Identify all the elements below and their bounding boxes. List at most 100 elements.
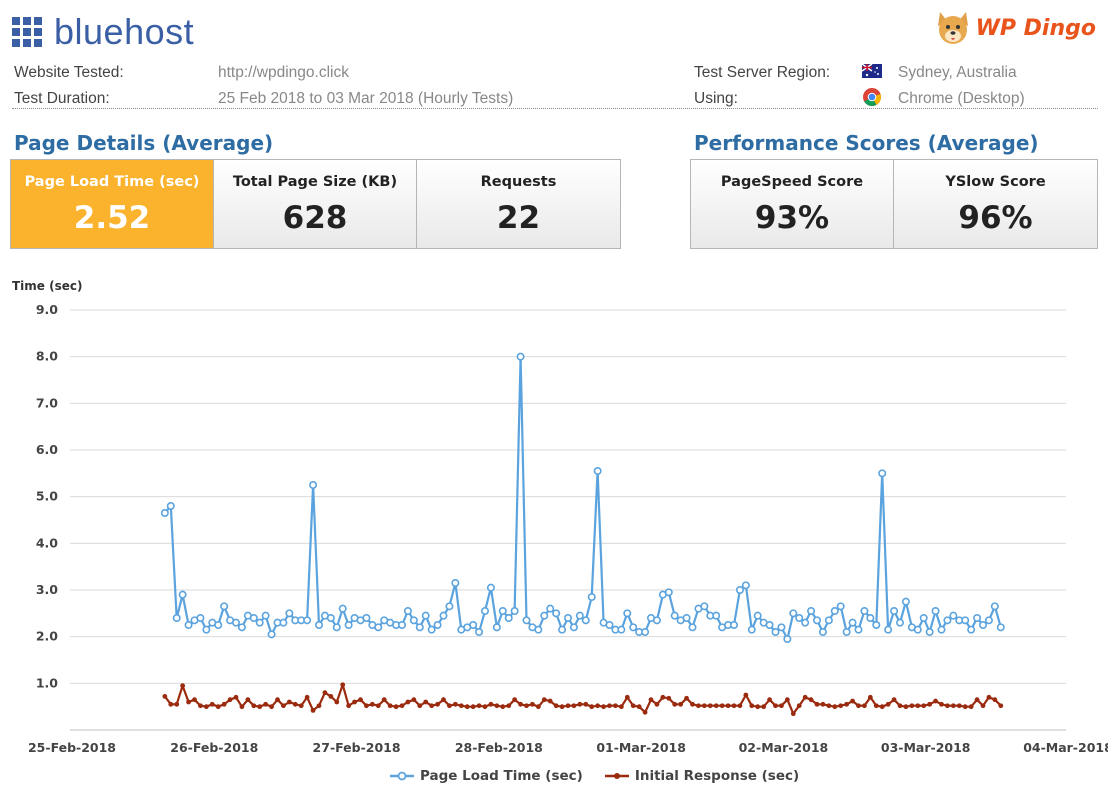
data-point xyxy=(220,602,229,611)
x-tick-label: 02-Mar-2018 xyxy=(739,740,829,755)
data-point xyxy=(796,703,802,709)
test-duration-label: Test Duration: xyxy=(14,90,110,107)
data-point xyxy=(648,697,654,703)
x-tick-label: 26-Feb-2018 xyxy=(170,740,258,755)
data-point xyxy=(285,609,294,618)
data-point xyxy=(998,703,1004,709)
data-point xyxy=(369,701,375,707)
data-point xyxy=(696,703,701,709)
data-point xyxy=(421,611,430,620)
data-point xyxy=(326,613,335,622)
yslow-label: YSlow Score xyxy=(945,174,1046,190)
data-point xyxy=(192,697,197,703)
data-point xyxy=(986,694,992,700)
data-point xyxy=(452,701,458,707)
data-point xyxy=(275,697,280,703)
data-point xyxy=(500,704,506,710)
data-point xyxy=(690,701,695,707)
wpdingo-logo-text: WP Dingo xyxy=(975,15,1096,41)
data-point xyxy=(281,703,286,709)
data-point xyxy=(427,625,436,634)
x-tick-label: 04-Mar-2018 xyxy=(1023,740,1108,755)
y-tick-label: 3.0 xyxy=(36,582,58,597)
data-point xyxy=(613,703,618,709)
data-point xyxy=(393,704,399,710)
data-point xyxy=(255,618,264,627)
data-point xyxy=(338,604,347,613)
data-point xyxy=(915,703,921,709)
data-point xyxy=(672,701,678,707)
data-point xyxy=(990,602,999,611)
data-point xyxy=(618,704,624,710)
data-point xyxy=(862,703,867,709)
grid-icon xyxy=(12,17,42,47)
data-point xyxy=(684,695,689,701)
data-point xyxy=(777,623,786,632)
data-point xyxy=(903,704,909,710)
data-point xyxy=(927,701,933,707)
data-point xyxy=(767,697,772,703)
y-axis-label: Time (sec) xyxy=(12,279,82,293)
data-point xyxy=(974,697,980,703)
data-point xyxy=(221,701,227,707)
data-point xyxy=(884,625,893,634)
data-point xyxy=(595,703,601,709)
chart-gridlines xyxy=(70,309,1066,731)
data-point xyxy=(820,701,826,707)
data-point xyxy=(577,701,583,707)
data-point xyxy=(826,703,832,709)
data-point xyxy=(415,623,424,632)
data-point xyxy=(719,703,725,709)
data-point xyxy=(735,585,744,594)
data-point xyxy=(652,616,661,625)
data-point xyxy=(245,697,251,703)
data-point xyxy=(654,701,660,707)
data-point xyxy=(429,703,435,709)
data-point xyxy=(435,701,440,707)
data-point xyxy=(203,704,209,710)
data-point xyxy=(269,704,274,710)
data-point xyxy=(629,623,638,632)
data-point xyxy=(488,701,494,707)
data-point xyxy=(279,618,288,627)
data-point xyxy=(344,620,353,629)
data-point xyxy=(931,606,940,615)
chart-legend: Page Load Time (sec) Initial Response (s… xyxy=(390,768,821,784)
data-point xyxy=(731,703,737,709)
data-point xyxy=(753,611,762,620)
data-point xyxy=(641,627,650,636)
data-point xyxy=(961,616,970,625)
data-point xyxy=(937,625,946,634)
australia-flag-icon xyxy=(862,64,882,78)
performance-title: Performance Scores (Average) xyxy=(694,131,1039,155)
page-details-title: Page Details (Average) xyxy=(14,131,274,155)
data-point xyxy=(933,698,938,704)
legend-item-load: Page Load Time (sec) xyxy=(390,768,583,784)
data-point xyxy=(332,623,341,632)
legend-load-label: Page Load Time (sec) xyxy=(420,768,583,784)
data-point xyxy=(409,616,418,625)
data-point xyxy=(405,699,411,705)
data-point xyxy=(949,611,958,620)
data-point xyxy=(522,616,531,625)
data-point xyxy=(178,590,187,599)
data-point xyxy=(575,611,584,620)
data-point xyxy=(334,699,340,705)
pagespeed-box: PageSpeed Score 93% xyxy=(691,160,894,248)
data-point xyxy=(512,697,518,703)
data-point xyxy=(541,697,547,703)
data-point xyxy=(441,697,446,703)
load-time-chart: Time (sec) 1.0 2.0 3.0 4.0 5.0 6.0 7.0 8.0 9.0 2… xyxy=(12,279,1108,755)
data-point xyxy=(593,466,602,475)
data-point xyxy=(980,703,986,709)
data-point xyxy=(233,694,239,700)
data-point xyxy=(945,703,950,709)
data-point xyxy=(362,613,371,622)
data-point xyxy=(660,694,666,700)
y-tick-label: 9.0 xyxy=(36,302,58,317)
data-point xyxy=(309,480,318,489)
y-tick-label: 6.0 xyxy=(36,442,58,457)
data-point xyxy=(967,625,976,634)
data-point xyxy=(232,618,241,627)
data-point xyxy=(569,623,578,632)
